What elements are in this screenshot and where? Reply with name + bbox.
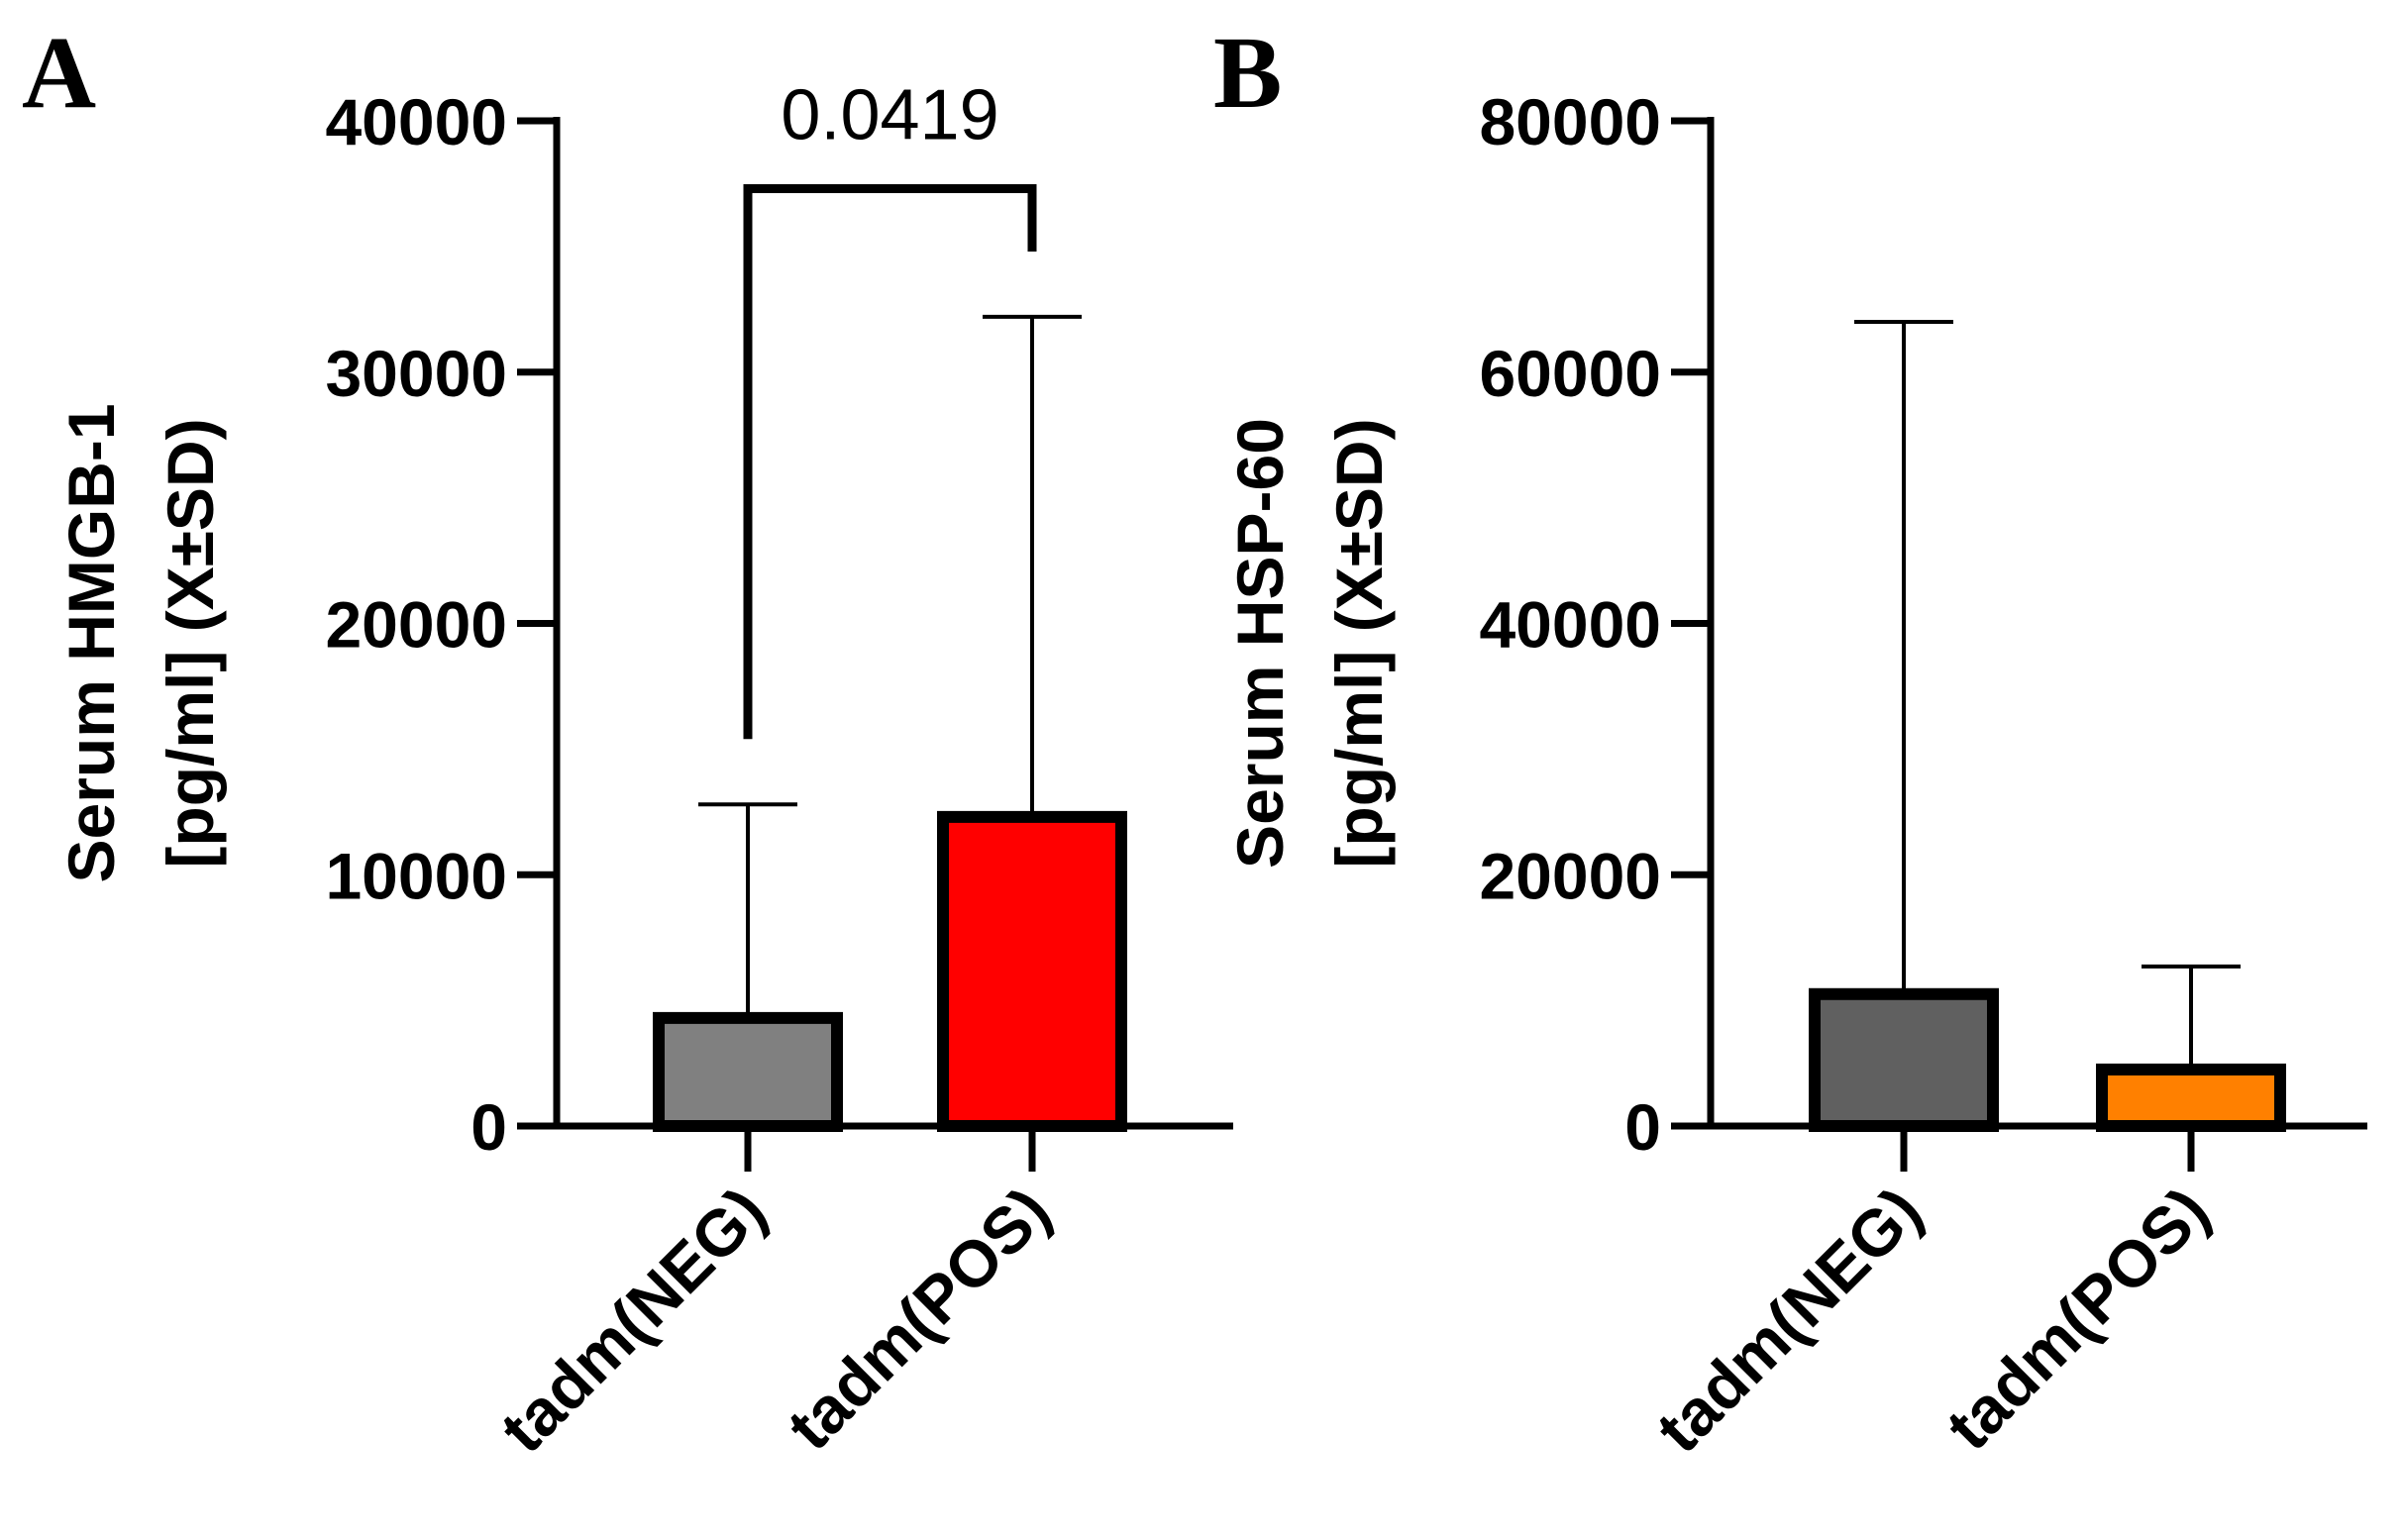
y-tick-label: 60000 bbox=[1479, 337, 1661, 410]
y-tick-label: 10000 bbox=[325, 839, 507, 912]
x-category-label: tadm(NEG) bbox=[1642, 1174, 1935, 1467]
panel-letter: A bbox=[22, 16, 96, 130]
bar bbox=[937, 810, 1127, 1132]
y-tick-label: 40000 bbox=[1479, 588, 1661, 662]
panel-letter: B bbox=[1213, 16, 1282, 130]
y-tick-label: 20000 bbox=[325, 588, 507, 662]
bar bbox=[653, 1011, 843, 1132]
panel-b: B Serum HSP-60 [pg/ml] (X±SD) 0 20000 40000 60… bbox=[1213, 16, 2367, 1467]
y-axis-title-line: Serum HMGB-1 bbox=[54, 403, 128, 882]
y-tick-label: 40000 bbox=[325, 85, 507, 158]
y-axis-title-line: [pg/ml] (X±SD) bbox=[154, 418, 227, 868]
significance-bracket bbox=[743, 184, 1037, 740]
y-axis-title-line: Serum HSP-60 bbox=[1223, 418, 1297, 869]
y-tick-label: 80000 bbox=[1479, 85, 1661, 158]
x-category-label: tadm(POS) bbox=[773, 1174, 1063, 1464]
bar bbox=[1809, 987, 1999, 1132]
x-category-label: tadm(POS) bbox=[1932, 1174, 2222, 1464]
y-tick-label: 0 bbox=[470, 1090, 507, 1164]
p-value-annotation: 0.0419 bbox=[781, 76, 998, 155]
panel-a: A Serum HMGB-1 [pg/ml] (X±SD) 0 10000 20000 30… bbox=[22, 16, 1233, 1467]
y-tick-label: 0 bbox=[1624, 1090, 1661, 1164]
y-tick-label: 20000 bbox=[1479, 839, 1661, 912]
x-category-label: tadm(NEG) bbox=[486, 1174, 780, 1467]
y-axis-title-line: [pg/ml] (X±SD) bbox=[1322, 418, 1396, 868]
y-tick-label: 30000 bbox=[325, 337, 507, 410]
bar bbox=[2096, 1063, 2286, 1132]
